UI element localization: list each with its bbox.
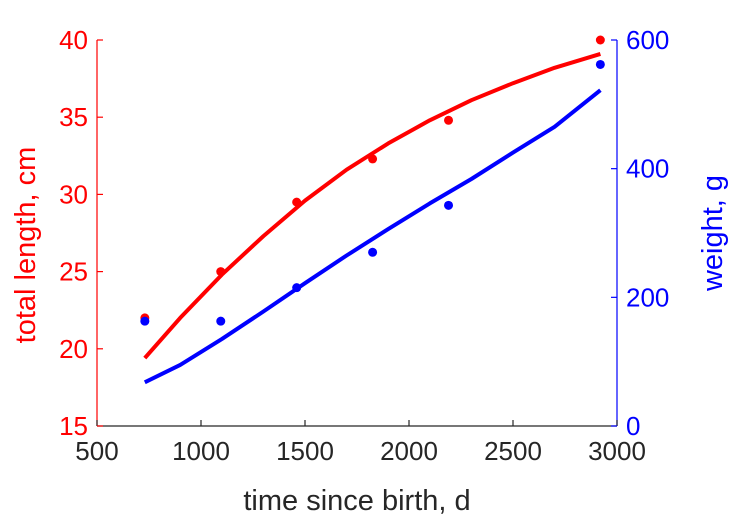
- length-fit-curve: [143, 51, 601, 360]
- y-right-axis-label: weight, g: [697, 175, 729, 292]
- y-left-tick-label: 25: [59, 257, 88, 287]
- y-left-tick-label: 40: [59, 25, 88, 55]
- x-tick-label: 500: [75, 436, 118, 466]
- axes: [96, 39, 618, 427]
- y-left-tick-label: 15: [59, 411, 88, 441]
- weight-data-point: [292, 283, 302, 293]
- weight-data-point: [368, 247, 378, 257]
- length-data-point: [595, 35, 605, 45]
- x-axis-label: time since birth, d: [243, 485, 470, 517]
- fitted-curves: [143, 51, 602, 385]
- tick-labels: 500 1000 1500 2000 2500 300015202530354002004…: [59, 25, 669, 466]
- y-right-tick-label: 0: [626, 411, 640, 441]
- y-left-tick-label: 30: [59, 179, 88, 209]
- y-left-axis-label: total length, cm: [10, 147, 42, 344]
- observed-points: [140, 35, 605, 326]
- x-tick-label: 1500: [276, 436, 334, 466]
- weight-data-point: [444, 200, 454, 210]
- weight-data-point: [140, 316, 150, 326]
- y-right-tick-label: 200: [626, 282, 669, 312]
- length-data-point: [216, 267, 226, 277]
- y-left-tick-label: 35: [59, 102, 88, 132]
- weight-data-point: [216, 316, 226, 326]
- length-data-point: [444, 115, 454, 125]
- x-tick-label: 1000: [172, 436, 230, 466]
- length-data-point: [368, 154, 378, 164]
- y-right-tick-label: 600: [626, 25, 669, 55]
- x-tick-label: 2000: [380, 436, 438, 466]
- x-tick-label: 3000: [588, 436, 646, 466]
- y-left-tick-label: 20: [59, 334, 88, 364]
- weight-data-point: [595, 59, 605, 69]
- weight-fit-curve: [143, 88, 602, 385]
- y-right-tick-label: 400: [626, 154, 669, 184]
- x-tick-label: 2500: [484, 436, 542, 466]
- length-data-point: [292, 197, 302, 207]
